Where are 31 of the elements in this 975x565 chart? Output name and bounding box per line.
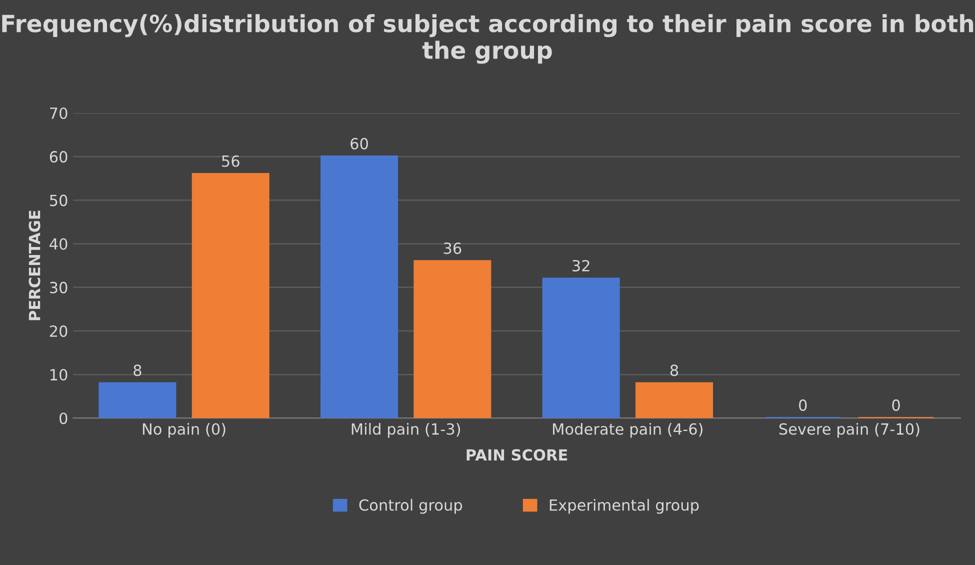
data-label: 0 [799,399,807,411]
y-tick-label: 70 [50,107,68,120]
data-label: 60 [350,138,368,150]
x-tick-label: Mild pain (1-3) [352,422,460,438]
y-tick-label: 60 [50,151,68,163]
y-tick-label: 40 [50,238,68,250]
data-label: 0 [892,399,900,411]
y-tick-label: 0 [60,412,68,424]
bar [414,260,492,418]
x-tick-label: No pain (0) [142,422,226,438]
legend-label: Experimental group [550,498,699,514]
bar [192,172,270,418]
y-tick-label: 10 [50,368,68,381]
y-tick-label: 50 [50,194,68,206]
legend-label: Control group [359,498,462,514]
y-tick-label: 20 [50,325,68,337]
y-tick-label: 30 [50,282,68,294]
data-label: 32 [572,260,590,272]
data-label: 8 [134,364,142,376]
y-axis-title: PERCENTAGE [28,210,40,320]
x-axis-title: PAIN SCORE [466,449,568,461]
bar [320,156,398,418]
data-label: 56 [222,155,240,167]
bar [542,278,620,418]
x-tick-label: Severe pain (7-10) [779,422,920,438]
bar [98,382,176,418]
chart-title: Frequency(%)distribution of subject according to their pain score in both the group [2,14,974,64]
bar [635,382,713,418]
data-label: 8 [670,364,678,376]
x-tick-label: Moderate pain (4-6) [553,422,702,438]
data-label: 36 [444,242,462,254]
